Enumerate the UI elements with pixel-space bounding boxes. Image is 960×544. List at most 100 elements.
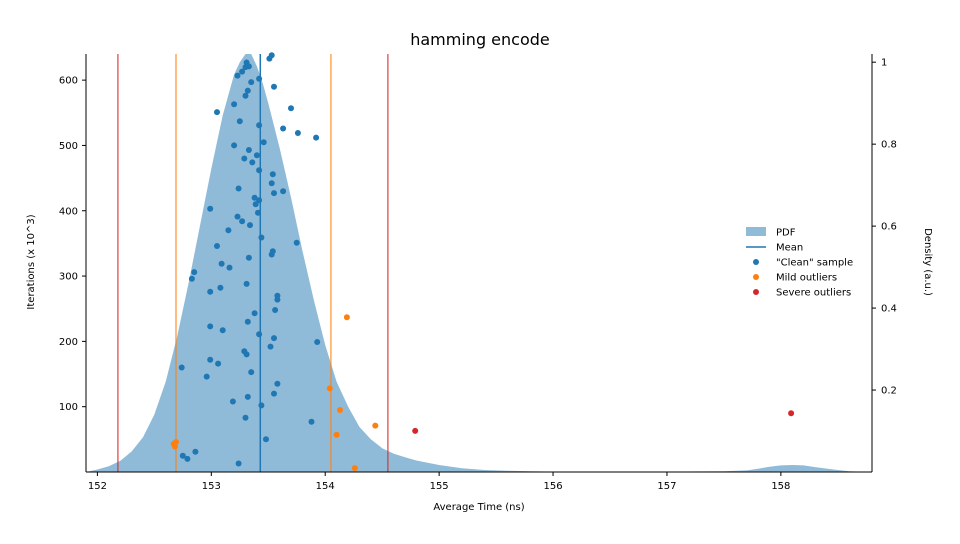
y-axis-label: Iterations (x 10^3): [26, 214, 37, 309]
clean-point: [214, 109, 220, 116]
clean-point: [255, 209, 261, 216]
x-tick-label: 156: [543, 481, 562, 492]
y2-axis-label: Density (a.u.): [922, 228, 933, 296]
legend-swatch-dot: [753, 259, 759, 265]
clean-point: [263, 436, 269, 443]
clean-point: [258, 234, 265, 241]
clean-point: [239, 218, 246, 225]
clean-point: [294, 130, 301, 136]
legend-swatch-dot: [753, 274, 759, 280]
clean-point: [242, 414, 249, 421]
clean-point: [308, 418, 315, 425]
clean-point: [203, 373, 210, 380]
clean-point: [207, 356, 214, 363]
mild-outlier-point: [372, 422, 379, 429]
clean-point: [313, 134, 320, 141]
clean-point: [248, 369, 255, 376]
clean-point: [244, 318, 251, 325]
clean-point: [247, 222, 253, 229]
clean-point: [256, 167, 263, 174]
clean-point: [243, 280, 250, 287]
clean-point: [241, 348, 248, 355]
legend-label: PDF: [776, 228, 796, 239]
legend-label: Mild outliers: [776, 273, 837, 284]
clean-point: [268, 180, 275, 187]
clean-point: [239, 68, 246, 75]
clean-point: [241, 155, 248, 162]
legend: PDF Mean "Clean" sample Mild outliers Severe…: [746, 227, 853, 299]
y-tick-label: 500: [59, 141, 78, 152]
clean-point: [293, 239, 300, 246]
clean-point: [314, 339, 321, 345]
clean-point: [245, 254, 252, 261]
clean-point: [271, 190, 277, 197]
clean-point: [258, 402, 265, 409]
clean-point: [268, 52, 275, 59]
clean-point: [256, 197, 263, 204]
y-tick-label: 300: [59, 272, 78, 283]
clean-point: [184, 455, 191, 462]
clean-point: [248, 79, 255, 86]
clean-point: [245, 147, 252, 153]
x-tick-label: 158: [771, 481, 790, 492]
clean-point: [226, 264, 233, 271]
legend-swatch-dot: [753, 289, 759, 295]
clean-point: [215, 360, 222, 367]
clean-point: [207, 205, 214, 212]
clean-point: [178, 364, 185, 371]
clean-point: [249, 159, 256, 166]
x-tick-label: 157: [657, 481, 676, 492]
clean-point: [219, 327, 226, 334]
clean-point: [251, 310, 258, 317]
y2-tick-label: 1: [881, 58, 887, 69]
clean-point: [256, 75, 263, 82]
clean-point: [234, 213, 241, 220]
mild-outlier-point: [337, 407, 343, 413]
clean-point: [271, 335, 277, 342]
y-tick-label: 600: [59, 76, 78, 87]
clean-point: [271, 390, 277, 397]
mild-outlier-point: [343, 314, 350, 321]
y-tick-label: 100: [59, 402, 78, 413]
mild-outlier-point: [171, 443, 178, 450]
legend-label: Severe outliers: [776, 288, 851, 299]
clean-point: [253, 152, 260, 159]
mild-outlier-point: [333, 431, 340, 438]
clean-point: [225, 227, 232, 234]
legend-label: Mean: [776, 243, 803, 254]
x-tick-label: 154: [316, 481, 335, 492]
clean-point: [252, 201, 259, 208]
clean-point: [188, 275, 195, 282]
x-tick-label: 152: [88, 481, 107, 492]
clean-point: [229, 398, 236, 405]
clean-point: [214, 243, 220, 249]
clean-point: [251, 194, 258, 201]
clean-point: [234, 72, 241, 79]
clean-point: [217, 284, 224, 291]
clean-point: [260, 139, 267, 146]
clean-point: [191, 269, 198, 276]
clean-point: [274, 296, 281, 303]
clean-point: [236, 118, 243, 125]
clean-point: [231, 142, 238, 149]
x-tick-label: 155: [430, 481, 449, 492]
clean-point: [256, 122, 263, 129]
clean-point: [207, 288, 214, 295]
clean-point: [242, 92, 249, 99]
pdf-layer: [86, 54, 872, 472]
clean-point: [179, 452, 186, 459]
severe-outlier-point: [788, 410, 795, 417]
clean-point: [231, 101, 238, 108]
mild-outlier-point: [173, 439, 179, 445]
clean-point: [192, 448, 199, 455]
pdf-area: [86, 54, 872, 472]
mild-outlier-point: [326, 385, 333, 392]
axis-layer: 152 153 154 155 156 157 158 100 200 300 400 500 600 0…: [59, 54, 897, 492]
clean-point: [235, 460, 242, 467]
severe-outlier-point: [412, 427, 419, 434]
clean-point: [245, 63, 252, 70]
clean-point: [288, 105, 294, 112]
clean-point: [244, 393, 251, 400]
